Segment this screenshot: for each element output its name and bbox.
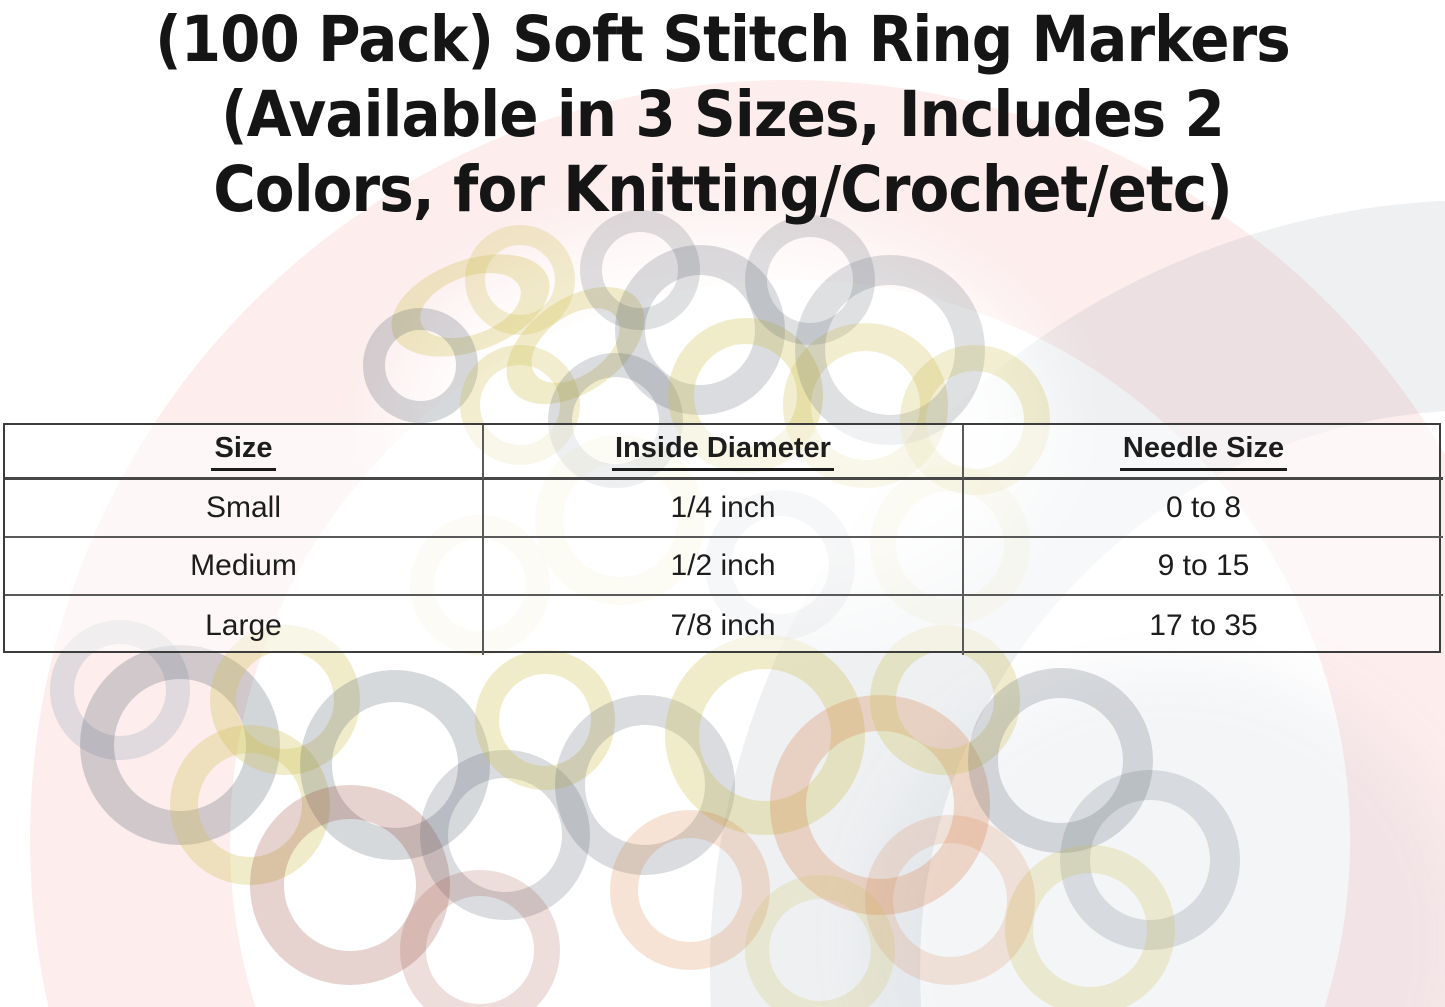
ring-marker [555,695,735,875]
ring-marker [795,255,985,445]
ring-marker [745,875,895,1007]
title-line-2: (Available in 3 Sizes, Includes 2 [221,78,1225,151]
table-cell-size-small: Small [5,480,484,538]
column-header-size: Size [5,425,484,480]
column-header-needle-size-label: Needle Size [1119,432,1288,471]
watermark-gray-blob [870,660,1445,1007]
table-cell-needle-large: 17 to 35 [1149,608,1258,642]
ring-marker [80,645,280,845]
column-header-needle-size: Needle Size [964,425,1443,480]
ring-marker [967,667,1153,853]
ring-marker [615,245,785,415]
title-line-1: (100 Pack) Soft Stitch Ring Markers [155,3,1291,76]
table-cell-needle-medium: 9 to 15 [964,538,1443,596]
size-chart-table: Size Inside Diameter Needle Size Small 1… [3,423,1443,655]
ring-marker [250,785,450,985]
ring-marker [465,225,575,335]
page-title: (100 Pack) Soft Stitch Ring Markers (Ava… [58,2,1387,227]
ring-marker [420,750,590,920]
table-cell-needle-small: 0 to 8 [964,480,1443,538]
ring-marker [362,307,478,423]
table-cell-diameter-medium: 1/2 inch [484,538,964,596]
column-header-inside-diameter: Inside Diameter [484,425,964,480]
ring-marker [475,650,615,790]
ring-marker [745,215,875,345]
ring-marker [484,262,666,428]
ring-marker [170,725,330,885]
ring-marker [1060,770,1240,950]
ring-marker [300,670,490,860]
ring-marker [665,635,865,835]
ring-marker [400,870,560,1007]
ring-marker [580,210,700,330]
ring-marker [610,810,770,970]
ring-marker [865,815,1035,985]
table-cell-size-large: Large [5,596,484,655]
title-line-3: Colors, for Knitting/Crochet/etc) [213,153,1233,226]
ring-marker [1005,845,1175,1007]
column-header-inside-diameter-label: Inside Diameter [612,432,834,471]
table-cell-size-medium: Medium [5,538,484,596]
ring-marker [770,695,990,915]
table-cell-diameter-large: 7/8 inch [484,596,964,655]
ring-marker [376,234,564,376]
table-cell-diameter-small: 1/4 inch [484,480,964,538]
column-header-size-label: Size [211,432,276,471]
